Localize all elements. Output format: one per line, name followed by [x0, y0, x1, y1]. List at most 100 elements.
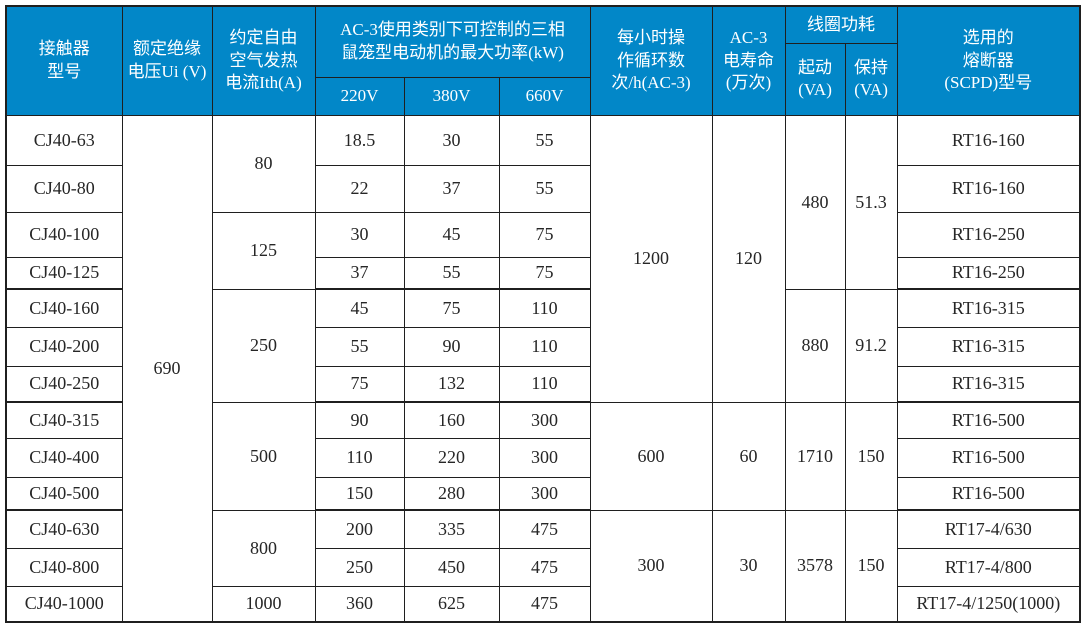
cell-fuse: RT16-250	[896, 256, 1081, 290]
cell-life: 30	[711, 509, 786, 623]
cell-insulation-voltage: 690	[121, 114, 213, 623]
table-row: CJ40-250 75 132 110 RT16-315	[5, 365, 1081, 403]
cell-kw-660: 110	[498, 326, 591, 367]
cell-fuse: RT17-4/800	[896, 547, 1081, 587]
cell-kw-220: 360	[314, 585, 405, 623]
cell-kw-220: 55	[314, 326, 405, 367]
cell-life: 120	[711, 114, 786, 403]
cell-fuse: RT16-160	[896, 164, 1081, 213]
cell-model: CJ40-630	[5, 509, 123, 549]
table-row: CJ40-160 250 45 75 110 880 91.2 RT16-315	[5, 288, 1081, 403]
cell-fuse: RT16-315	[896, 288, 1081, 328]
cell-kw-660: 110	[498, 365, 591, 403]
cell-hold-va: 150	[844, 509, 898, 623]
cell-fuse: RT16-500	[896, 401, 1081, 439]
header-cycles-per-hour: 每小时操 作循环数 次/h(AC-3)	[589, 5, 713, 116]
cell-kw-380: 335	[403, 509, 500, 549]
cell-cycles: 1200	[589, 114, 713, 403]
cell-thermal-current: 1000	[211, 585, 316, 623]
cell-model: CJ40-160	[5, 288, 123, 328]
header-row-mid: 起动 (VA) 保持 (VA)	[6, 42, 1080, 116]
cell-kw-220: 110	[314, 437, 405, 478]
cell-model: CJ40-80	[5, 164, 123, 213]
cell-kw-660: 300	[498, 476, 591, 511]
cell-kw-660: 75	[498, 256, 591, 290]
cell-kw-380: 90	[403, 326, 500, 367]
cell-model: CJ40-125	[5, 256, 123, 290]
cell-model: CJ40-500	[5, 476, 123, 511]
cell-kw-380: 30	[403, 114, 500, 166]
contactor-spec-table: 接触器 型号 额定绝缘 电压Ui (V) 约定自由 空气发热 电流Ith(A) …	[5, 5, 1082, 623]
cell-kw-380: 160	[403, 401, 500, 439]
cell-kw-220: 200	[314, 509, 405, 549]
cell-model: CJ40-63	[5, 114, 123, 166]
cell-life: 60	[711, 401, 786, 511]
cell-fuse: RT16-315	[896, 365, 1081, 403]
cell-thermal-current: 80	[211, 114, 316, 213]
cell-pickup-va: 3578	[784, 509, 846, 623]
cell-kw-220: 18.5	[314, 114, 405, 166]
header-coil-power-group: 线圈功耗	[784, 5, 898, 44]
header-row-sub: 220V 380V 660V	[6, 76, 1080, 116]
cell-kw-380: 75	[403, 288, 500, 328]
header-thermal-current: 约定自由 空气发热 电流Ith(A)	[211, 5, 316, 116]
cell-kw-220: 22	[314, 164, 405, 213]
cell-kw-380: 45	[403, 211, 500, 258]
cell-hold-va: 51.3	[844, 114, 898, 290]
cell-kw-660: 475	[498, 585, 591, 623]
cell-kw-380: 220	[403, 437, 500, 478]
table-row: CJ40-630 800 200 335 475 300 30 3578 150…	[5, 509, 1081, 623]
cell-kw-660: 75	[498, 211, 591, 258]
cell-model: CJ40-250	[5, 365, 123, 403]
cell-kw-660: 110	[498, 288, 591, 328]
cell-fuse: RT17-4/630	[896, 509, 1081, 549]
table-row: CJ40-315 500 90 160 300 600 60 1710 150 …	[5, 401, 1081, 511]
table-row: CJ40-63 690 80 18.5 30 55 1200 120 480 5…	[5, 114, 1081, 623]
cell-kw-220: 150	[314, 476, 405, 511]
cell-kw-660: 55	[498, 164, 591, 213]
table-body: CJ40-63 690 80 18.5 30 55 1200 120 480 5…	[5, 114, 1081, 623]
cell-kw-220: 45	[314, 288, 405, 328]
cell-thermal-current: 250	[211, 288, 316, 403]
cell-model: CJ40-315	[5, 401, 123, 439]
cell-kw-380: 280	[403, 476, 500, 511]
header-voltage-380: 380V	[403, 76, 500, 116]
cell-kw-660: 300	[498, 437, 591, 478]
cell-fuse: RT17-4/1250(1000)	[896, 585, 1081, 623]
cell-kw-220: 75	[314, 365, 405, 403]
cell-thermal-current: 500	[211, 401, 316, 511]
table-row: CJ40-800 250 450 475 RT17-4/800	[5, 547, 1081, 587]
cell-model: CJ40-100	[5, 211, 123, 258]
cell-cycles: 600	[589, 401, 713, 511]
cell-thermal-current: 800	[211, 509, 316, 587]
cell-kw-660: 475	[498, 547, 591, 587]
cell-cycles: 300	[589, 509, 713, 623]
cell-model: CJ40-800	[5, 547, 123, 587]
header-voltage-220: 220V	[314, 76, 405, 116]
header-electrical-life: AC-3 电寿命 (万次)	[711, 5, 786, 116]
cell-kw-660: 300	[498, 401, 591, 439]
cell-thermal-current: 125	[211, 211, 316, 290]
cell-pickup-va: 880	[784, 288, 846, 403]
cell-kw-380: 625	[403, 585, 500, 623]
header-coil-pickup: 起动 (VA)	[784, 42, 846, 116]
header-voltage-660: 660V	[498, 76, 591, 116]
cell-model: CJ40-1000	[5, 585, 123, 623]
cell-kw-380: 55	[403, 256, 500, 290]
cell-fuse: RT16-160	[896, 114, 1081, 166]
cell-kw-220: 90	[314, 401, 405, 439]
header-row-top: 接触器 型号 额定绝缘 电压Ui (V) 约定自由 空气发热 电流Ith(A) …	[5, 5, 1081, 116]
header-rated-insulation-voltage: 额定绝缘 电压Ui (V)	[121, 5, 213, 116]
cell-kw-380: 450	[403, 547, 500, 587]
cell-fuse: RT16-315	[896, 326, 1081, 367]
header-model: 接触器 型号	[5, 5, 123, 116]
cell-pickup-va: 1710	[784, 401, 846, 511]
cell-hold-va: 91.2	[844, 288, 898, 403]
table-row: CJ40-200 55 90 110 RT16-315	[5, 326, 1081, 367]
header-ac3-max-power-group: AC-3使用类别下可控制的三相 鼠笼型电动机的最大功率(kW)	[314, 5, 591, 78]
cell-kw-220: 30	[314, 211, 405, 258]
cell-pickup-va: 480	[784, 114, 846, 290]
cell-model: CJ40-200	[5, 326, 123, 367]
table-row: CJ40-80 22 37 55 RT16-160	[5, 164, 1081, 213]
cell-fuse: RT16-250	[896, 211, 1081, 258]
